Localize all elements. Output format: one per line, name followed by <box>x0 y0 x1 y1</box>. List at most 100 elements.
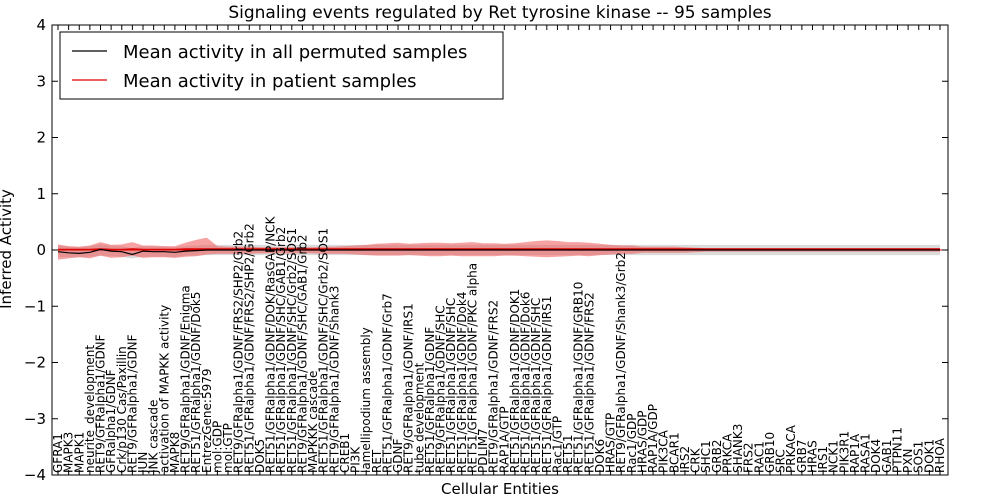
y-tick-label: 2 <box>36 129 46 147</box>
x-tick-label: RET9/GFRalpha1/GDNF/FRS2 <box>487 300 501 473</box>
x-tick-label: RAP1A/GTP <box>497 406 511 473</box>
x-tick-label: RET9/GFRalpha1/GDNF/IRS1 <box>402 303 416 473</box>
x-tick-label: RET9/GFRalpha1/GDNF <box>94 334 108 473</box>
x-tick-label: RET51/GFRalpha1/GDNF/Dok6 <box>519 292 533 473</box>
x-tick-label: PRKCA <box>721 433 735 473</box>
x-tick-label: tube development <box>412 362 426 473</box>
x-tick-label: RET9/GFRalpha1/GDNF/Enigma <box>179 285 193 473</box>
x-tick-label: RET51/GFRalpha1/GDNF/DOK/RasGAP/NCK <box>264 215 278 473</box>
y-ticks: 4 3 2 1 0 −1 −2 −3 −4 <box>24 16 948 484</box>
x-tick-label: IRS2 <box>678 446 692 473</box>
x-tick-label: PXN <box>901 449 915 473</box>
x-tick-label: RET51/GFRalpha1/GDNF/SHC/GAB1/Grb2 <box>274 227 288 473</box>
x-tick-label: RET51/GFRalpha1/GDNF/SHC <box>444 298 458 473</box>
x-tick-label: RAP1A/GDP <box>646 404 660 473</box>
series-lines <box>57 248 940 256</box>
x-tick-label: RHOA <box>933 437 947 473</box>
x-tick-label: PRKACA <box>784 424 798 473</box>
x-tick-label: GRB10 <box>763 432 777 473</box>
x-tick-label: HRAS/GTP <box>604 413 618 473</box>
x-tick-label: MAPK8 <box>168 432 182 473</box>
x-tick-label: GDNF <box>391 438 405 473</box>
x-tick-labels: GFRA1MAPK3MAPK1neurite_developmentRET9/G… <box>51 25 947 475</box>
x-tick-label: IRS1 <box>816 446 830 473</box>
x-tick-label: DOK5 <box>253 439 267 473</box>
legend-box <box>59 31 504 100</box>
chart-title: Signaling events regulated by Ret tyrosi… <box>228 3 771 23</box>
y-tick-label: 4 <box>36 16 46 34</box>
x-tick-label: RET9/GFRalpha1/GDNF/Shank3 <box>327 286 341 473</box>
x-tick-label: mol:GTP <box>221 423 235 473</box>
x-tick-label: HRAS <box>806 440 820 473</box>
x-tick-label: DOK6 <box>593 439 607 473</box>
x-tick-label: PIK3R1 <box>837 431 851 473</box>
x-tick-label: MAPKKK cascade <box>306 371 320 473</box>
x-tick-label: PIK3CA <box>657 429 671 473</box>
x-tick-label: RET51/GFRalpha1/GDNF/SHC/Grb2/SOS1 <box>317 228 331 473</box>
x-tick-label: JUN <box>136 452 150 474</box>
series-line-patient <box>58 248 940 250</box>
y-tick-label: 0 <box>36 241 46 259</box>
x-tick-label: RET9/GFRalpha1/GDNF <box>125 334 139 473</box>
x-tick-label: RET9/GFRalpha1/GDNF/SHC/GAB1/Grb2 <box>295 234 309 473</box>
x-tick-label: RET <box>370 449 384 473</box>
x-tick-label: SHANK3 <box>731 424 745 473</box>
x-tick-label: GRB2 <box>710 439 724 473</box>
x-tick-label: SRC <box>774 449 788 473</box>
y-tick-label: −4 <box>24 466 46 484</box>
x-tick-label: FRS2 <box>742 443 756 474</box>
y-tick-label: 3 <box>36 72 46 90</box>
x-tick-label: JNK cascade <box>147 400 161 474</box>
x-tick-label: RASA1 <box>859 433 873 473</box>
x-tick-label: RET9/GFRalpha1/GDNF/FRS2/SHP2/Grb2 <box>232 231 246 473</box>
x-tick-label: RET51 <box>561 434 575 473</box>
x-tick-label: GFRA1 <box>51 433 65 473</box>
x-tick-label: SHC1 <box>699 440 713 473</box>
legend-label-patient: Mean activity in patient samples <box>123 71 417 92</box>
x-tick-label: Crk/p130 Cas/Paxillin <box>115 346 129 473</box>
x-tick-label: RAC1 <box>752 441 766 473</box>
series-line-permuted <box>57 248 940 256</box>
x-tick-label: RET51/GFRalpha1/GDNF/FRS2/SHP2/Grb2 <box>242 223 256 473</box>
x-tick-label: RET51/GFRalpha1/GDNF/GRB10 <box>572 282 586 473</box>
x-tick-label: DOK4 <box>869 439 883 473</box>
x-tick-label: GFRalpha1/GDNF <box>104 369 118 473</box>
x-tick-label: GAB1 <box>880 440 894 473</box>
x-tick-label: MAPK3 <box>62 432 76 473</box>
x-tick-label: RET51/GFRalpha1/GDNF/PKC alpha <box>465 263 479 473</box>
x-tick-label: CREB1 <box>338 433 352 473</box>
x-tick-label: GRB7 <box>795 439 809 473</box>
x-tick-label: mol:GDP <box>210 421 224 473</box>
x-tick-label: NCK1 <box>827 440 841 473</box>
x-tick-label: RAP1A <box>848 433 862 473</box>
x-tick-label: RET51/GFRalpha1/GDNF/DOK1 <box>508 289 522 473</box>
x-tick-label: SOS1 <box>912 441 926 473</box>
x-tick-label: RET9/GFRalpha1/GDNF/Shank3/Grb2 <box>614 252 628 473</box>
legend-label-permuted: Mean activity in all permuted samples <box>123 42 467 63</box>
y-axis-label: Inferred Activity <box>0 189 15 309</box>
x-tick-label: DOK1 <box>922 439 936 473</box>
x-tick-label: CRK <box>689 447 703 473</box>
x-tick-label: Rac1/GDP <box>625 414 639 473</box>
x-tick-label: RET51/GFRalpha1/GDNF/FRS2 <box>582 292 596 473</box>
x-tick-label: RET51/GFRalpha1/GDNF/SHC <box>529 298 543 473</box>
x-tick-label: RET51/GFRalpha1/GDNF/Grb7 <box>380 293 394 473</box>
y-tick-label: −2 <box>24 354 46 372</box>
x-tick-label: RET51/GFRalpha1/GDNF/Dok5 <box>189 292 203 473</box>
x-tick-label: PI3K <box>349 446 363 473</box>
x-tick-label: activation of MAPKK activity <box>157 305 171 473</box>
x-axis-label: Cellular Entities <box>441 480 559 498</box>
x-tick-label: PDLIM7 <box>476 428 490 473</box>
x-tick-label: Rac1/GTP <box>550 416 564 473</box>
plot-frame <box>51 24 949 476</box>
x-tick-label: MAPK1 <box>72 432 86 473</box>
x-tick-label: RET51/GFRalpha1/GDNF/IRS1 <box>540 296 554 473</box>
x-tick-label: BCAR1 <box>667 432 681 473</box>
x-tick-label: HRAS/GDP <box>636 410 650 473</box>
legend: Mean activity in all permuted samples Me… <box>59 31 504 100</box>
x-tick-label: RET51/GFRalpha1/GDNF/Dok4 <box>455 292 469 473</box>
x-tick-label: neurite_development <box>83 345 97 473</box>
x-tick-label: EntrezGene:5979 <box>200 369 214 474</box>
x-tick-label: RET51/GFRalpha1/GDNF <box>423 327 437 473</box>
